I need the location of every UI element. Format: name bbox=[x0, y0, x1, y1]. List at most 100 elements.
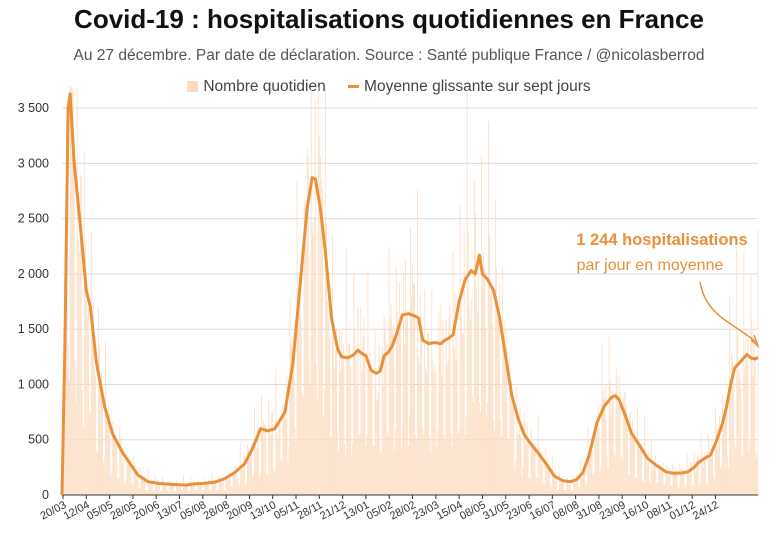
daily-bar bbox=[167, 491, 169, 495]
daily-bar bbox=[200, 482, 202, 495]
daily-bar bbox=[216, 490, 218, 495]
daily-bar bbox=[347, 359, 349, 495]
daily-bar bbox=[277, 439, 279, 495]
daily-bar bbox=[721, 466, 722, 495]
daily-bar bbox=[751, 321, 753, 495]
daily-bar bbox=[188, 491, 190, 495]
daily-bar bbox=[161, 475, 163, 495]
daily-bar bbox=[678, 488, 680, 495]
daily-bar bbox=[102, 408, 103, 495]
daily-bar bbox=[599, 471, 601, 495]
daily-bar bbox=[713, 481, 715, 495]
y-tick-label: 500 bbox=[28, 433, 49, 447]
daily-bar bbox=[415, 435, 417, 495]
daily-bar bbox=[438, 311, 440, 495]
daily-bar bbox=[690, 462, 692, 495]
daily-bar bbox=[190, 477, 192, 495]
daily-bar bbox=[523, 411, 525, 495]
daily-bar bbox=[157, 479, 159, 495]
daily-bar bbox=[636, 408, 638, 495]
daily-bar bbox=[451, 446, 453, 495]
daily-bar bbox=[220, 480, 222, 495]
daily-bar bbox=[748, 451, 750, 495]
daily-bar bbox=[379, 450, 381, 495]
daily-bar bbox=[718, 428, 719, 495]
daily-bar bbox=[68, 378, 70, 495]
daily-bar bbox=[304, 200, 306, 495]
y-tick-label: 1 500 bbox=[18, 322, 49, 336]
daily-bar bbox=[100, 383, 101, 495]
daily-bar bbox=[683, 473, 685, 495]
daily-bar bbox=[667, 476, 669, 495]
daily-bar bbox=[257, 425, 258, 495]
daily-bar bbox=[596, 428, 598, 495]
daily-bar bbox=[676, 470, 678, 495]
daily-bar bbox=[444, 442, 446, 495]
daily-bar bbox=[749, 439, 751, 495]
daily-bar bbox=[193, 483, 195, 495]
daily-bar bbox=[118, 478, 120, 495]
daily-bar bbox=[665, 468, 667, 495]
legend-bar-swatch-icon bbox=[187, 81, 199, 92]
daily-bar bbox=[460, 297, 462, 495]
daily-bar bbox=[212, 481, 214, 495]
daily-bar bbox=[208, 485, 210, 495]
daily-bar bbox=[452, 251, 454, 495]
daily-bar bbox=[658, 459, 660, 495]
daily-bar bbox=[693, 452, 695, 495]
daily-bar bbox=[357, 307, 359, 495]
daily-bar bbox=[246, 444, 248, 495]
daily-bar bbox=[726, 408, 728, 495]
y-tick-label: 3 000 bbox=[18, 156, 49, 170]
daily-bar bbox=[404, 260, 406, 495]
daily-bar bbox=[164, 482, 166, 495]
daily-bar bbox=[670, 485, 672, 495]
daily-bar bbox=[706, 484, 708, 495]
daily-bar bbox=[664, 484, 666, 495]
daily-bar bbox=[613, 452, 615, 495]
daily-bar bbox=[511, 381, 513, 495]
daily-bar bbox=[129, 463, 131, 495]
daily-bar bbox=[500, 418, 502, 495]
daily-bar bbox=[733, 365, 735, 495]
daily-bar bbox=[226, 480, 228, 495]
daily-bar bbox=[610, 414, 612, 495]
daily-bar bbox=[554, 471, 556, 495]
daily-bar bbox=[390, 304, 392, 495]
daily-bar bbox=[355, 354, 357, 495]
chart-title: Covid-19 : hospitalisations quotidiennes… bbox=[74, 4, 704, 34]
daily-bar bbox=[526, 422, 528, 495]
daily-bar bbox=[687, 468, 689, 495]
daily-bar bbox=[141, 475, 143, 495]
daily-bar bbox=[692, 485, 694, 495]
daily-bar bbox=[538, 447, 540, 495]
daily-bar bbox=[111, 470, 113, 495]
daily-bar bbox=[650, 482, 652, 495]
daily-bar bbox=[270, 435, 272, 495]
daily-bar bbox=[350, 366, 352, 495]
annotation-arrow-head-icon bbox=[750, 334, 760, 349]
daily-bar bbox=[424, 288, 426, 495]
daily-bar bbox=[688, 470, 690, 495]
daily-bar bbox=[341, 332, 343, 495]
daily-bar bbox=[382, 385, 384, 495]
daily-bar bbox=[145, 490, 147, 495]
daily-bar bbox=[77, 239, 79, 495]
daily-bar bbox=[541, 465, 543, 495]
daily-bar bbox=[449, 305, 451, 495]
daily-bar bbox=[677, 486, 679, 495]
daily-bar bbox=[646, 459, 648, 495]
daily-bar bbox=[366, 433, 368, 495]
daily-bar bbox=[746, 361, 748, 495]
daily-bar bbox=[544, 446, 546, 495]
daily-bar bbox=[159, 491, 161, 495]
daily-bar bbox=[724, 417, 726, 495]
daily-bar bbox=[217, 490, 219, 495]
daily-bar bbox=[405, 319, 407, 495]
daily-bar bbox=[199, 485, 201, 495]
daily-bar bbox=[181, 490, 183, 495]
daily-bar bbox=[401, 424, 403, 495]
daily-bar bbox=[75, 401, 77, 495]
daily-bar bbox=[148, 480, 150, 495]
